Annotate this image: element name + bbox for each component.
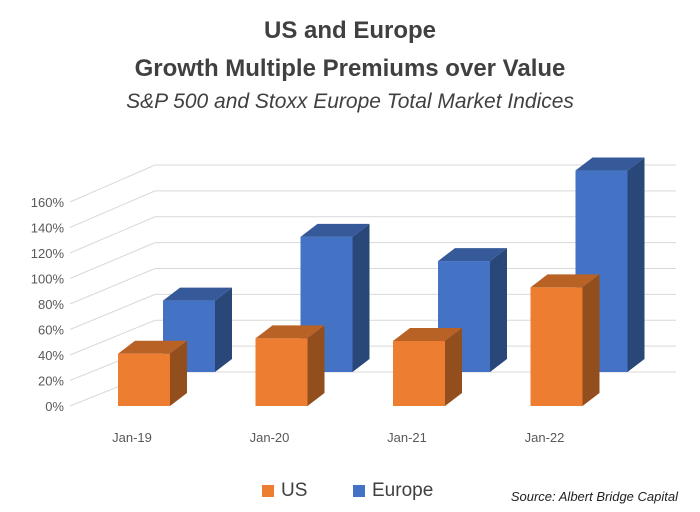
legend-label-europe: Europe [372, 480, 434, 501]
chart-title-line-2: Growth Multiple Premiums over Value [134, 55, 566, 82]
bar-side-europe-jan-22 [627, 157, 645, 372]
bar-side-us-jan-19 [170, 340, 187, 406]
y-tick-label: 60% [38, 323, 64, 338]
chart-title-line-1: US and Europe [263, 17, 437, 44]
bar-us-jan-21 [393, 340, 445, 406]
bar-us-jan-22 [530, 287, 583, 406]
bar-side-us-jan-20 [307, 325, 325, 406]
bar-side-europe-jan-21 [490, 248, 507, 372]
bar-top-us-jan-21 [393, 327, 462, 341]
legend-label-us: US [281, 480, 308, 501]
y-tick-label: 0% [45, 399, 64, 414]
bar-top-us-jan-22 [530, 274, 600, 288]
chart-subtitle: S&P 500 and Stoxx Europe Total Market In… [126, 90, 574, 113]
legend-swatch-us [262, 485, 274, 497]
source-note: Source: Albert Bridge Capital [510, 489, 678, 504]
bar-us-jan-19 [118, 353, 170, 406]
y-tick-label: 120% [31, 246, 65, 261]
gridline-side [69, 190, 156, 228]
bar-top-europe-jan-19 [163, 287, 232, 301]
y-tick-label: 40% [38, 348, 64, 363]
bar-side-europe-jan-19 [215, 287, 232, 372]
x-tick-label: Jan-21 [387, 430, 427, 445]
y-tick-label: 80% [38, 297, 64, 312]
bar-top-us-jan-20 [255, 325, 325, 339]
gridline-side [69, 319, 156, 356]
gridline-side [69, 242, 156, 279]
y-tick-label: 160% [31, 195, 65, 210]
legend-item-us: US [262, 480, 307, 502]
legend-swatch-europe [353, 485, 365, 497]
bar-side-us-jan-21 [445, 327, 462, 406]
x-tick-label: Jan-20 [250, 430, 290, 445]
gridline-side [69, 164, 156, 203]
bar-us-jan-20 [255, 338, 308, 406]
bar-chart-3d: 0% 20% 40% 60% 80% 100% 120% 140% 160% Jan-19 Jan-… [31, 157, 676, 445]
bar-top-europe-jan-22 [575, 157, 645, 171]
gridline-side [69, 293, 156, 330]
legend-item-europe: Europe [353, 480, 433, 502]
bar-side-europe-jan-20 [352, 223, 370, 372]
y-tick-label: 20% [38, 374, 64, 389]
gridline-side [69, 268, 156, 305]
y-tick-label: 100% [31, 272, 65, 287]
bar-top-us-jan-19 [118, 340, 187, 354]
x-tick-label: Jan-22 [525, 430, 565, 445]
y-tick-label: 140% [31, 221, 65, 236]
bar-top-europe-jan-21 [438, 248, 507, 262]
bar-top-europe-jan-20 [300, 223, 370, 237]
bar-side-us-jan-22 [582, 274, 600, 406]
x-tick-label: Jan-19 [112, 430, 152, 445]
gridline-side [69, 216, 156, 254]
